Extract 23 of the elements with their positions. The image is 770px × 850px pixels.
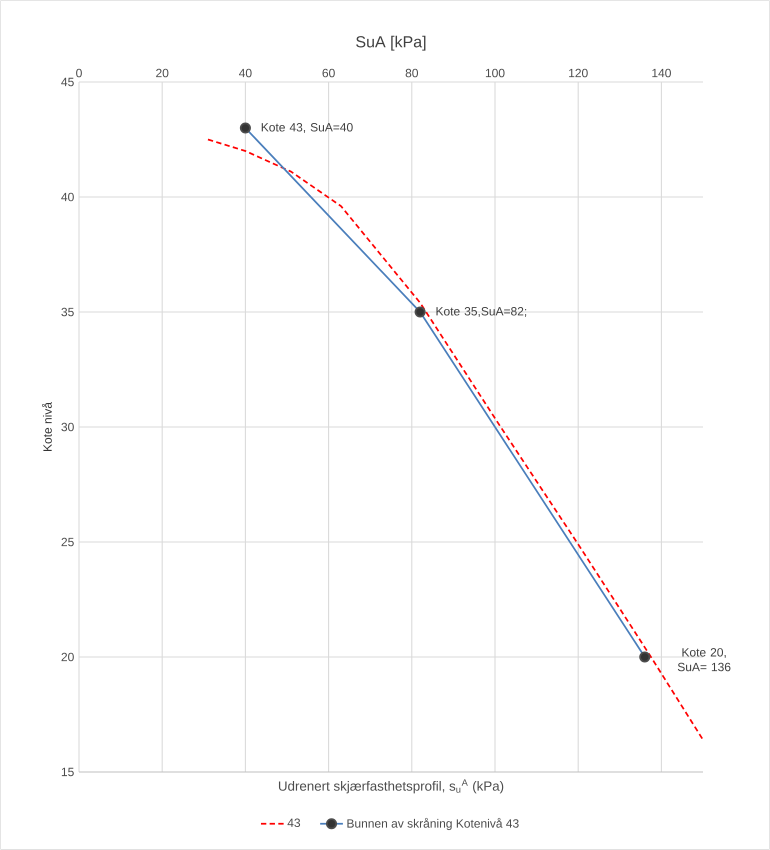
chart-title: SuA [kPa] bbox=[356, 36, 426, 51]
y-tick-label: 35 bbox=[61, 308, 74, 316]
x-tick-label: 140 bbox=[652, 68, 671, 78]
y-tick-label: 45 bbox=[61, 78, 74, 86]
x-tick-label: 60 bbox=[322, 68, 335, 78]
y-tick-label: 40 bbox=[61, 192, 74, 202]
legend-label: Bunnen av skråning Kotenivå 43 bbox=[347, 818, 519, 830]
legend-label: 43 bbox=[288, 818, 300, 828]
y-tick-label: 30 bbox=[61, 422, 74, 432]
x-tick-label: 120 bbox=[569, 68, 588, 78]
x-tick-label: 0 bbox=[76, 68, 82, 78]
x-tick-label: 80 bbox=[406, 68, 418, 78]
y-tick-label: 25 bbox=[62, 538, 74, 546]
x-axis-title: Udrenert skjærfasthetsprofil, s$_{u}$$^{A}$ (kPa) bbox=[278, 779, 504, 794]
annotation: Kote 20, SuA= 136 bbox=[678, 648, 730, 672]
y-tick-label: 20 bbox=[62, 652, 74, 662]
x-tick-label: 20 bbox=[156, 68, 168, 78]
annotation: Kote 43, SuA=40 bbox=[262, 123, 353, 133]
y-axis-title: Kote nivå bbox=[42, 402, 52, 452]
annotation: Kote 35,SuA=82; bbox=[436, 307, 526, 317]
x-tick-label: 100 bbox=[486, 68, 505, 78]
x-tick-label: 40 bbox=[238, 68, 252, 78]
y-tick-label: 15 bbox=[62, 768, 74, 776]
